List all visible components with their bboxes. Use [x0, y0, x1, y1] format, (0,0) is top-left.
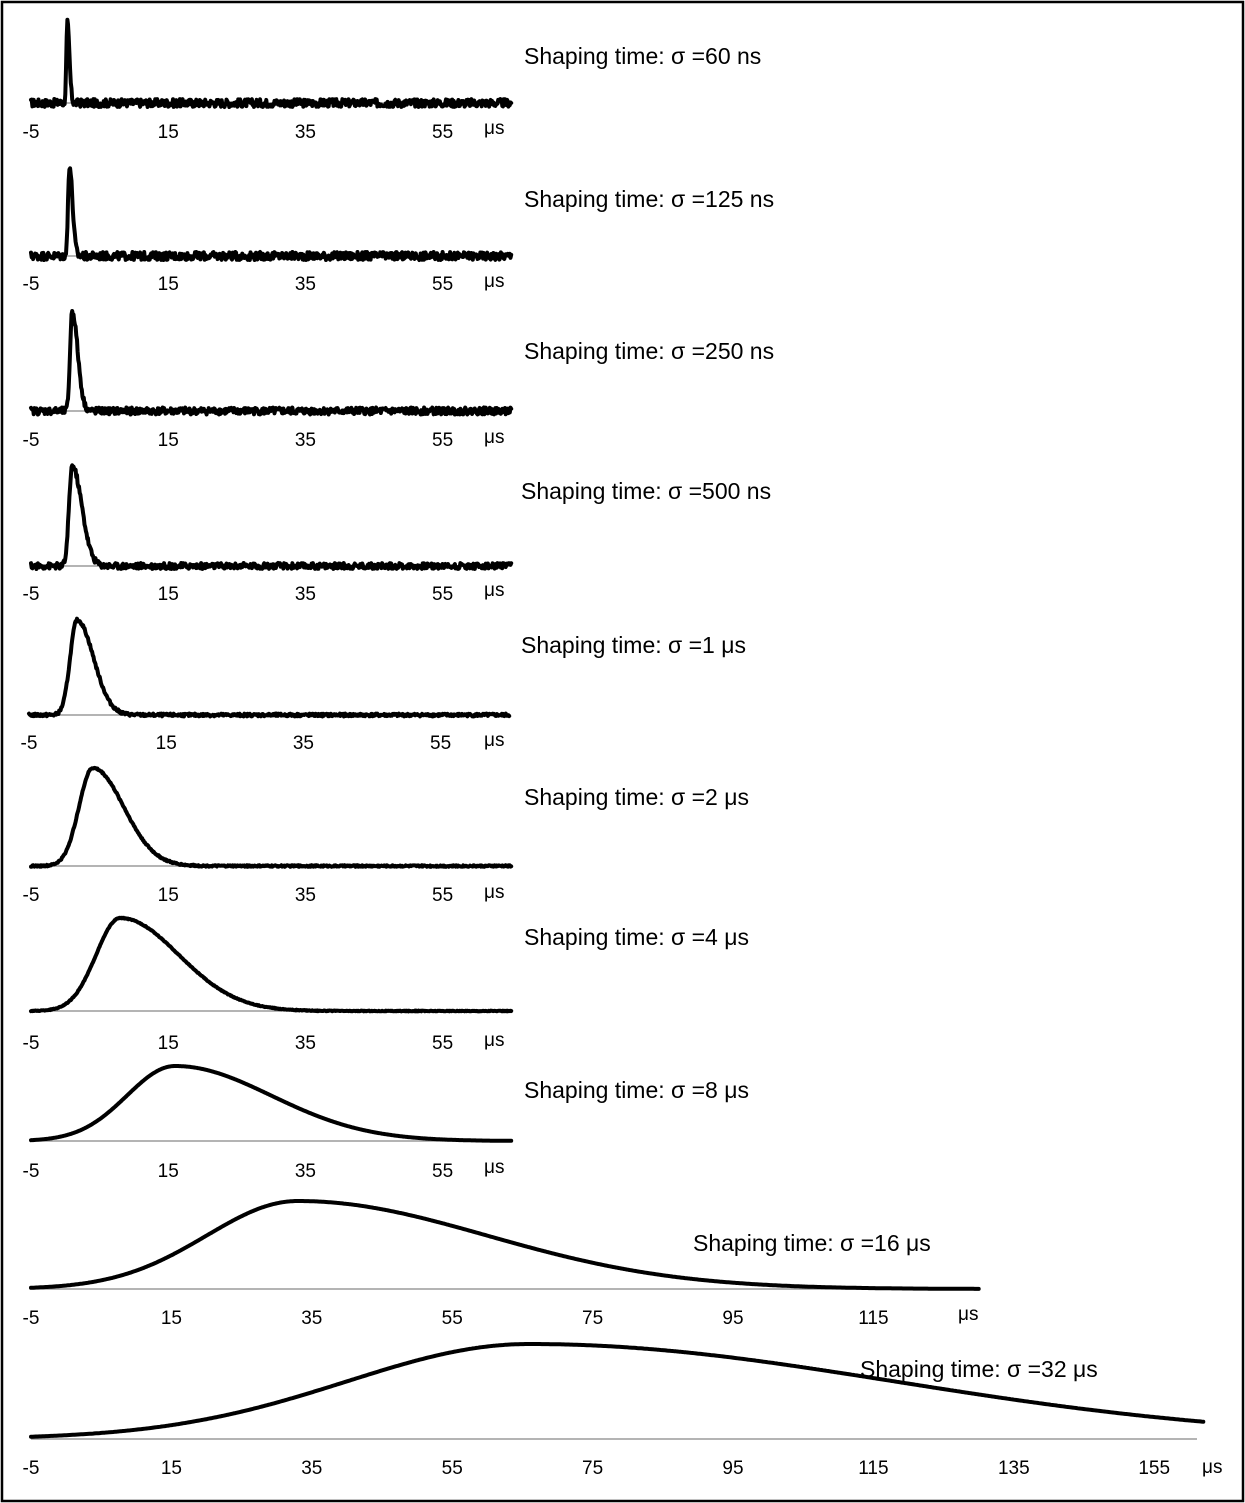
x-tick-label: 35 — [295, 274, 316, 295]
panel: -5 15 35 55 75 95 115 μs Shaping time: σ =16 μs — [23, 1199, 981, 1329]
signal-trace — [29, 1064, 514, 1143]
panel-title: Shaping time: σ =4 μs — [524, 924, 749, 950]
x-tick-label: 35 — [301, 1308, 322, 1329]
signal-trace — [29, 915, 514, 1014]
x-unit-label: μs — [484, 271, 504, 292]
panel-title: Shaping time: σ =8 μs — [524, 1077, 749, 1103]
x-tick-label: -5 — [23, 584, 40, 605]
x-tick-label: 15 — [161, 1458, 182, 1479]
x-tick-label: -5 — [21, 733, 38, 754]
x-tick-label: 35 — [293, 733, 314, 754]
panel-title: Shaping time: σ =250 ns — [524, 338, 774, 364]
panel-title: Shaping time: σ =60 ns — [524, 43, 761, 69]
x-unit-label: μs — [958, 1304, 978, 1325]
x-tick-label: 115 — [858, 1458, 888, 1479]
x-unit-label: μs — [484, 118, 504, 139]
x-tick-label: 15 — [158, 430, 179, 451]
x-tick-label: 75 — [582, 1308, 603, 1329]
panel-title: Shaping time: σ =1 μs — [521, 632, 746, 658]
x-tick-label: 115 — [858, 1308, 888, 1329]
x-tick-label: 55 — [432, 584, 453, 605]
signal-trace — [29, 1199, 981, 1291]
x-tick-label: 155 — [1138, 1458, 1170, 1479]
signal-trace — [29, 765, 514, 869]
x-tick-label: -5 — [23, 1308, 40, 1329]
x-unit-label: μs — [484, 882, 504, 903]
panels: -5 15 35 55 μs Shaping time: σ =60 ns -5 15 35 55… — [21, 17, 1222, 1479]
x-tick-label: -5 — [23, 1033, 40, 1054]
x-tick-label: 55 — [430, 733, 451, 754]
x-tick-label: 35 — [295, 885, 316, 906]
x-tick-label: 55 — [432, 430, 453, 451]
x-unit-label: μs — [484, 730, 504, 751]
x-unit-label: μs — [484, 427, 504, 448]
x-tick-label: 55 — [432, 885, 453, 906]
signal-trace — [27, 616, 512, 719]
x-tick-label: -5 — [23, 274, 40, 295]
x-tick-label: 15 — [156, 733, 177, 754]
x-tick-label: 15 — [158, 274, 179, 295]
panel: -5 15 35 55 μs Shaping time: σ =60 ns — [23, 17, 761, 143]
x-unit-label: μs — [484, 1030, 504, 1051]
x-tick-label: 15 — [161, 1308, 182, 1329]
panel: -5 15 35 55 μs Shaping time: σ =500 ns — [23, 463, 771, 605]
x-tick-label: 15 — [158, 584, 179, 605]
x-tick-label: 55 — [432, 1033, 453, 1054]
x-unit-label: μs — [1202, 1457, 1222, 1478]
x-tick-label: 35 — [295, 430, 316, 451]
x-tick-label: 35 — [295, 1161, 316, 1182]
panel-title: Shaping time: σ =500 ns — [521, 478, 771, 504]
x-tick-label: 135 — [998, 1458, 1030, 1479]
x-tick-label: 35 — [301, 1458, 322, 1479]
x-tick-label: -5 — [23, 1161, 40, 1182]
panel: -5 15 35 55 μs Shaping time: σ =125 ns — [23, 166, 774, 295]
x-tick-label: 55 — [432, 1161, 453, 1182]
x-tick-label: 95 — [722, 1308, 743, 1329]
x-tick-label: 55 — [432, 122, 453, 143]
x-tick-label: 35 — [295, 122, 316, 143]
x-tick-label: -5 — [23, 1458, 40, 1479]
x-tick-label: 35 — [295, 1033, 316, 1054]
x-tick-label: 55 — [432, 274, 453, 295]
x-tick-label: 35 — [295, 584, 316, 605]
panel: -5 15 35 55 μs Shaping time: σ =8 μs — [23, 1064, 749, 1182]
x-tick-label: -5 — [23, 885, 40, 906]
x-tick-label: 75 — [582, 1458, 603, 1479]
x-tick-label: 15 — [158, 885, 179, 906]
x-unit-label: μs — [484, 580, 504, 601]
panel: -5 15 35 55 μs Shaping time: σ =1 μs — [21, 616, 746, 754]
panel: -5 15 35 55 μs Shaping time: σ =4 μs — [23, 915, 749, 1054]
x-unit-label: μs — [484, 1157, 504, 1178]
x-tick-label: 15 — [158, 1033, 179, 1054]
x-tick-label: 55 — [442, 1458, 463, 1479]
x-tick-label: -5 — [23, 122, 40, 143]
panel-title: Shaping time: σ =2 μs — [524, 784, 749, 810]
x-tick-label: -5 — [23, 430, 40, 451]
panel: -5 15 35 55 75 95 115 135 155 μs Shaping time: σ =… — [23, 1342, 1222, 1479]
panel-title: Shaping time: σ =32 μs — [860, 1356, 1098, 1382]
signal-trace — [29, 463, 514, 571]
panel-title: Shaping time: σ =16 μs — [693, 1230, 931, 1256]
panel: -5 15 35 55 μs Shaping time: σ =2 μs — [23, 765, 749, 906]
signal-trace — [29, 17, 514, 109]
panel: -5 15 35 55 μs Shaping time: σ =250 ns — [23, 309, 774, 451]
signal-trace — [29, 309, 514, 417]
panel-title: Shaping time: σ =125 ns — [524, 186, 774, 212]
x-tick-label: 15 — [158, 122, 179, 143]
x-tick-label: 15 — [158, 1161, 179, 1182]
x-tick-label: 55 — [442, 1308, 463, 1329]
x-tick-label: 95 — [722, 1458, 743, 1479]
signal-trace — [29, 166, 514, 262]
signal-trace — [29, 1342, 1206, 1439]
